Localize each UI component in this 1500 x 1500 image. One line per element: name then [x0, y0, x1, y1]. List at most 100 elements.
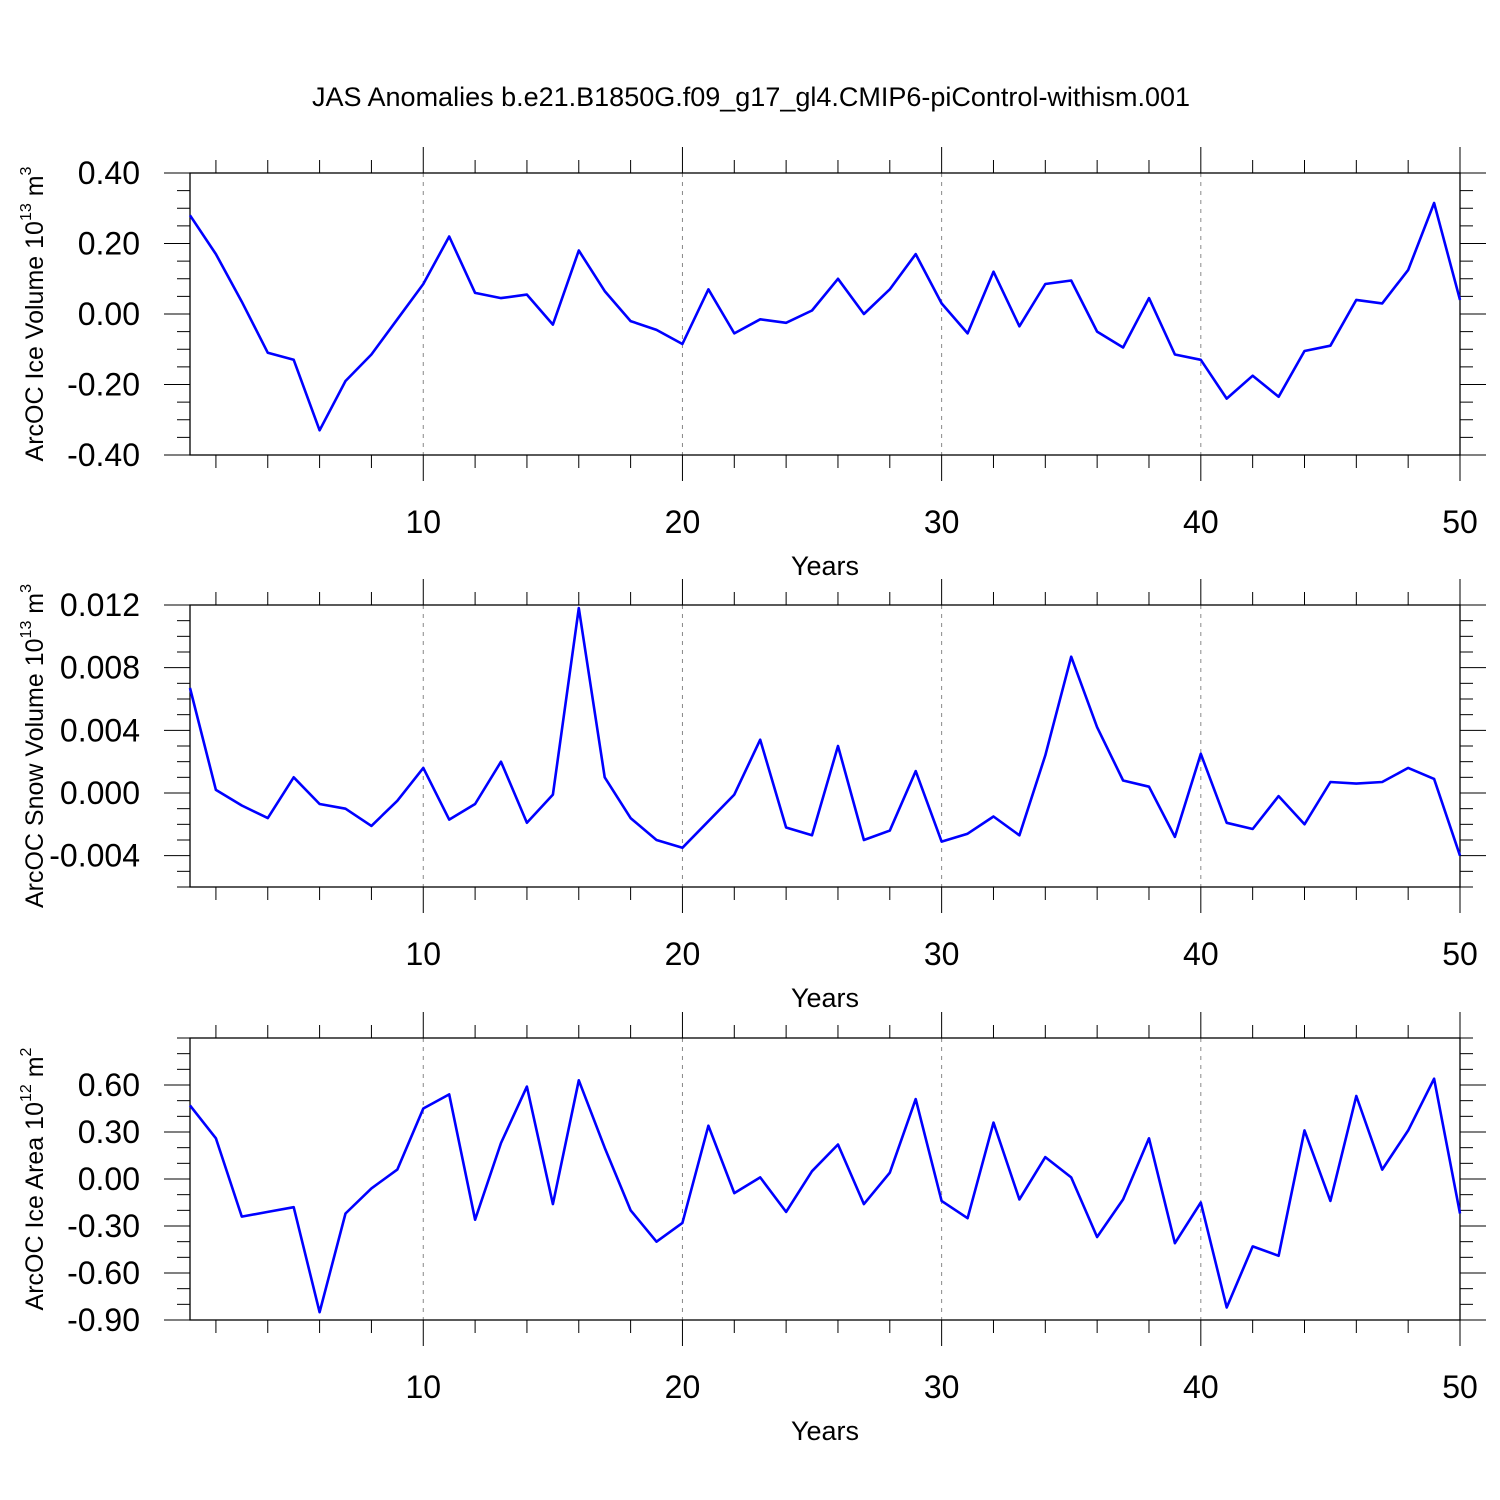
data-point [1200, 753, 1202, 755]
data-point [915, 1098, 917, 1100]
data-point [629, 320, 631, 322]
y-tick-label: -0.30 [67, 1208, 140, 1244]
data-point [344, 1212, 346, 1214]
panels: 10 20 30 40 50 -0.40 -0.20 0.00 0.20 0.40 Years Arc… [18, 147, 1486, 1446]
y-tick-label: 0.00 [78, 1161, 140, 1197]
data-point [526, 1085, 528, 1087]
data-point [552, 793, 554, 795]
data-point [1251, 1245, 1253, 1247]
x-axis-label: Years [791, 551, 859, 581]
plot-frame [189, 604, 1461, 888]
data-point [1355, 299, 1357, 301]
data-point [552, 323, 554, 325]
y-tick-label: -0.20 [67, 367, 140, 403]
data-point [785, 322, 787, 324]
data-point [552, 1203, 554, 1205]
data-point [474, 292, 476, 294]
x-tick-label: 10 [405, 936, 441, 972]
y-tick-label: -0.60 [67, 1255, 140, 1291]
data-point [318, 429, 320, 431]
x-tick-label: 50 [1442, 936, 1478, 972]
data-point [966, 1217, 968, 1219]
data-point [370, 353, 372, 355]
data-point [292, 359, 294, 361]
data-point [681, 343, 683, 345]
y-tick-label: 0.012 [60, 587, 140, 623]
series-line [188, 1077, 1462, 1314]
data-point [500, 760, 502, 762]
y-tick-label: 0.008 [60, 650, 140, 686]
data-point [292, 1206, 294, 1208]
chart-title: JAS Anomalies b.e21.B1850G.f09_g17_gl4.C… [312, 82, 1190, 112]
data-point [370, 1187, 372, 1189]
data-point [241, 300, 243, 302]
panel-2: 10 20 30 40 50 -0.004 0.000 0.004 0.008 0.012 Year… [18, 579, 1486, 1013]
data-point [992, 815, 994, 817]
data-point [1251, 374, 1253, 376]
data-point [811, 309, 813, 311]
data-point [655, 1240, 657, 1242]
data-point [889, 829, 891, 831]
series-line [188, 606, 1462, 857]
data-point [966, 332, 968, 334]
data-point [474, 803, 476, 805]
data-point [733, 332, 735, 334]
data-point [1459, 299, 1461, 301]
data-point [1122, 1198, 1124, 1200]
data-point [1407, 767, 1409, 769]
data-point [785, 1211, 787, 1213]
data-point [1018, 325, 1020, 327]
data-point [785, 826, 787, 828]
data-point [396, 318, 398, 320]
y-tick-label: -0.90 [67, 1302, 140, 1338]
data-point [396, 1168, 398, 1170]
data-point [681, 847, 683, 849]
y-tick-label: 0.000 [60, 775, 140, 811]
data-point [1096, 726, 1098, 728]
data-point [1122, 779, 1124, 781]
data-point [837, 278, 839, 280]
data-point [1433, 1078, 1435, 1080]
data-point [1044, 1156, 1046, 1158]
data-point [1018, 834, 1020, 836]
data-point [1459, 854, 1461, 856]
y-axis-label: ArcOC Ice Area 1012 m2 [18, 1047, 49, 1310]
data-point [474, 1219, 476, 1221]
data-point [1148, 1137, 1150, 1139]
data-point [811, 1170, 813, 1172]
series-line [188, 201, 1462, 432]
data-point [940, 302, 942, 304]
data-point [215, 789, 217, 791]
data-point [1226, 822, 1228, 824]
x-tick-label: 40 [1183, 504, 1219, 540]
data-point [629, 1209, 631, 1211]
data-point [1070, 279, 1072, 281]
data-point [1355, 1095, 1357, 1097]
data-point [344, 380, 346, 382]
data-point [733, 1192, 735, 1194]
data-point [889, 1172, 891, 1174]
data-point [1459, 1212, 1461, 1214]
data-point [1018, 1198, 1020, 1200]
y-tick-label: -0.40 [67, 437, 140, 473]
data-point [578, 1079, 580, 1081]
x-axis-label: Years [791, 983, 859, 1013]
y-tick-label: 0.40 [78, 155, 140, 191]
data-point [1251, 828, 1253, 830]
data-point [1277, 795, 1279, 797]
data-point [1381, 1168, 1383, 1170]
data-point [1277, 1255, 1279, 1257]
data-point [733, 793, 735, 795]
data-point [448, 818, 450, 820]
data-point [448, 1093, 450, 1095]
data-point [707, 288, 709, 290]
data-point [267, 1211, 269, 1213]
panel-3: 10 20 30 40 50 -0.90 -0.60 -0.30 0.00 0.30 0.60 Yea… [18, 1012, 1486, 1446]
y-tick-label: 0.60 [78, 1067, 140, 1103]
data-point [526, 822, 528, 824]
data-point [655, 329, 657, 331]
data-point [1044, 754, 1046, 756]
data-point [759, 739, 761, 741]
data-point [940, 1200, 942, 1202]
data-point [1381, 781, 1383, 783]
